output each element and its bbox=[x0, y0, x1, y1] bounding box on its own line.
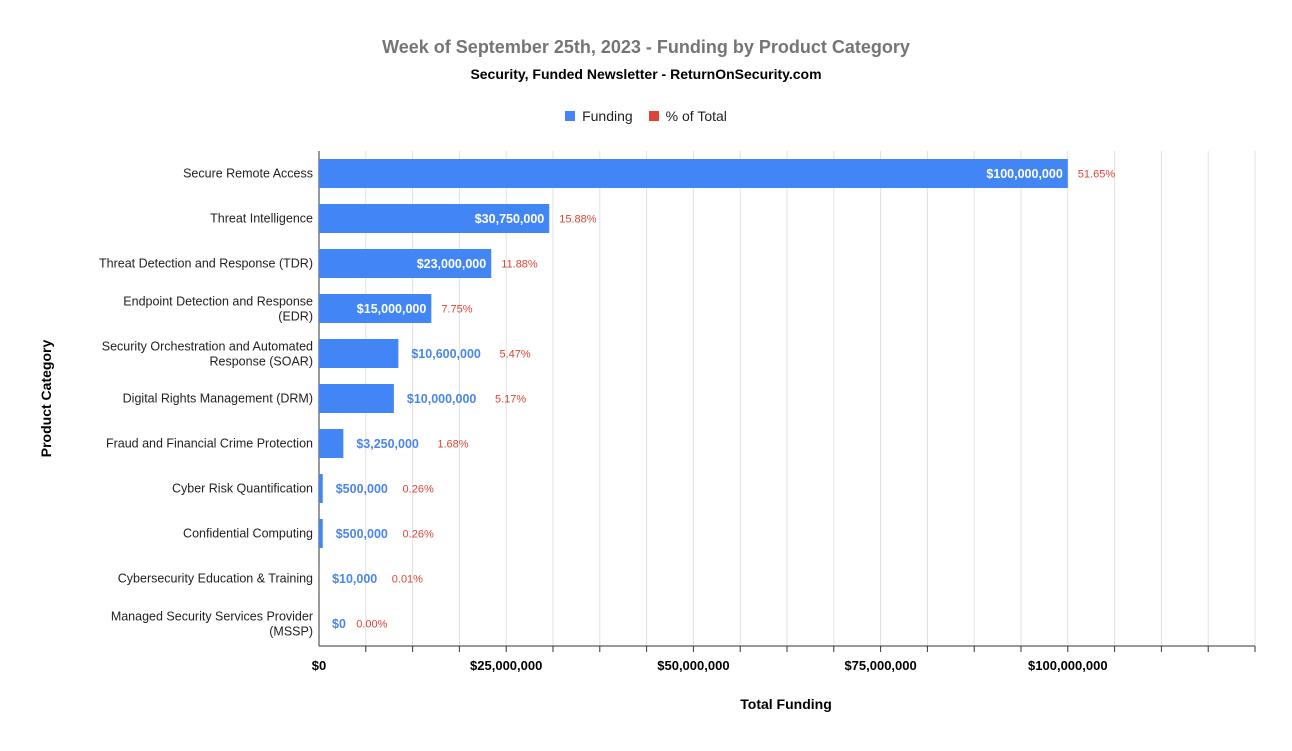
funding-bar bbox=[319, 519, 323, 548]
x-tick-label: $75,000,000 bbox=[844, 658, 916, 673]
chart-subtitle: Security, Funded Newsletter - ReturnOnSe… bbox=[470, 66, 822, 82]
funding-value-label: $3,250,000 bbox=[356, 437, 419, 451]
funding-bar bbox=[319, 159, 1068, 188]
percent-label: 11.88% bbox=[501, 259, 538, 271]
category-label: Cybersecurity Education & Training bbox=[118, 572, 313, 586]
legend-item-percent: % of Total bbox=[648, 108, 727, 124]
x-tick-label: $50,000,000 bbox=[657, 658, 729, 673]
funding-bar bbox=[319, 474, 323, 503]
funding-bar bbox=[319, 384, 394, 413]
category-label: Managed Security Services Provider (MSSP) bbox=[111, 610, 313, 639]
funding-value-label: $500,000 bbox=[336, 527, 388, 541]
percent-label: 0.01% bbox=[392, 574, 423, 586]
funding-value-label: $10,000,000 bbox=[407, 392, 477, 406]
percent-label: 5.47% bbox=[499, 349, 530, 361]
percent-label: 51.65% bbox=[1078, 169, 1116, 181]
chart-title: Week of September 25th, 2023 - Funding b… bbox=[382, 37, 910, 57]
legend-swatch-percent bbox=[648, 111, 659, 121]
x-tick-label: $100,000,000 bbox=[1028, 658, 1108, 673]
funding-value-label: $10,000 bbox=[332, 572, 377, 586]
category-label: Threat Detection and Response (TDR) bbox=[99, 257, 313, 271]
category-label: Cyber Risk Quantification bbox=[172, 482, 313, 496]
funding-value-label: $100,000,000 bbox=[986, 167, 1063, 181]
chart-legend: Funding % of Total bbox=[0, 108, 1292, 124]
x-tick-label: $0 bbox=[312, 658, 326, 673]
percent-label: 5.17% bbox=[495, 394, 526, 406]
category-label: Endpoint Detection and Response (EDR) bbox=[123, 295, 313, 324]
funding-value-label: $0 bbox=[332, 617, 346, 631]
category-label: Security Orchestration and Automated Resp… bbox=[102, 340, 313, 369]
x-axis-title: Total Funding bbox=[740, 696, 832, 712]
category-label: Confidential Computing bbox=[183, 527, 313, 541]
legend-label-funding: Funding bbox=[582, 108, 633, 124]
funding-bar bbox=[319, 249, 492, 278]
percent-label: 7.75% bbox=[441, 304, 472, 316]
legend-item-funding: Funding bbox=[565, 108, 633, 124]
funding-bar bbox=[319, 429, 344, 458]
percent-label: 0.00% bbox=[356, 619, 387, 631]
percent-label: 1.68% bbox=[437, 439, 468, 451]
funding-value-label: $500,000 bbox=[336, 482, 388, 496]
percent-label: 15.88% bbox=[559, 214, 597, 226]
percent-label: 0.26% bbox=[403, 529, 434, 541]
funding-value-label: $10,600,000 bbox=[411, 347, 481, 361]
funding-value-label: $23,000,000 bbox=[417, 257, 487, 271]
legend-swatch-funding bbox=[565, 111, 576, 121]
category-label: Threat Intelligence bbox=[210, 212, 313, 226]
funding-bar bbox=[319, 339, 399, 368]
funding-bar bbox=[319, 204, 550, 233]
legend-label-percent: % of Total bbox=[665, 108, 727, 124]
y-axis-title: Product Category bbox=[38, 340, 54, 458]
percent-label: 0.26% bbox=[403, 484, 434, 496]
category-label: Fraud and Financial Crime Protection bbox=[106, 437, 313, 451]
funding-value-label: $30,750,000 bbox=[475, 212, 545, 226]
funding-bar bbox=[319, 294, 432, 323]
funding-value-label: $15,000,000 bbox=[357, 302, 427, 316]
category-label: Secure Remote Access bbox=[183, 167, 313, 181]
x-tick-label: $25,000,000 bbox=[470, 658, 542, 673]
category-label: Digital Rights Management (DRM) bbox=[123, 392, 313, 406]
